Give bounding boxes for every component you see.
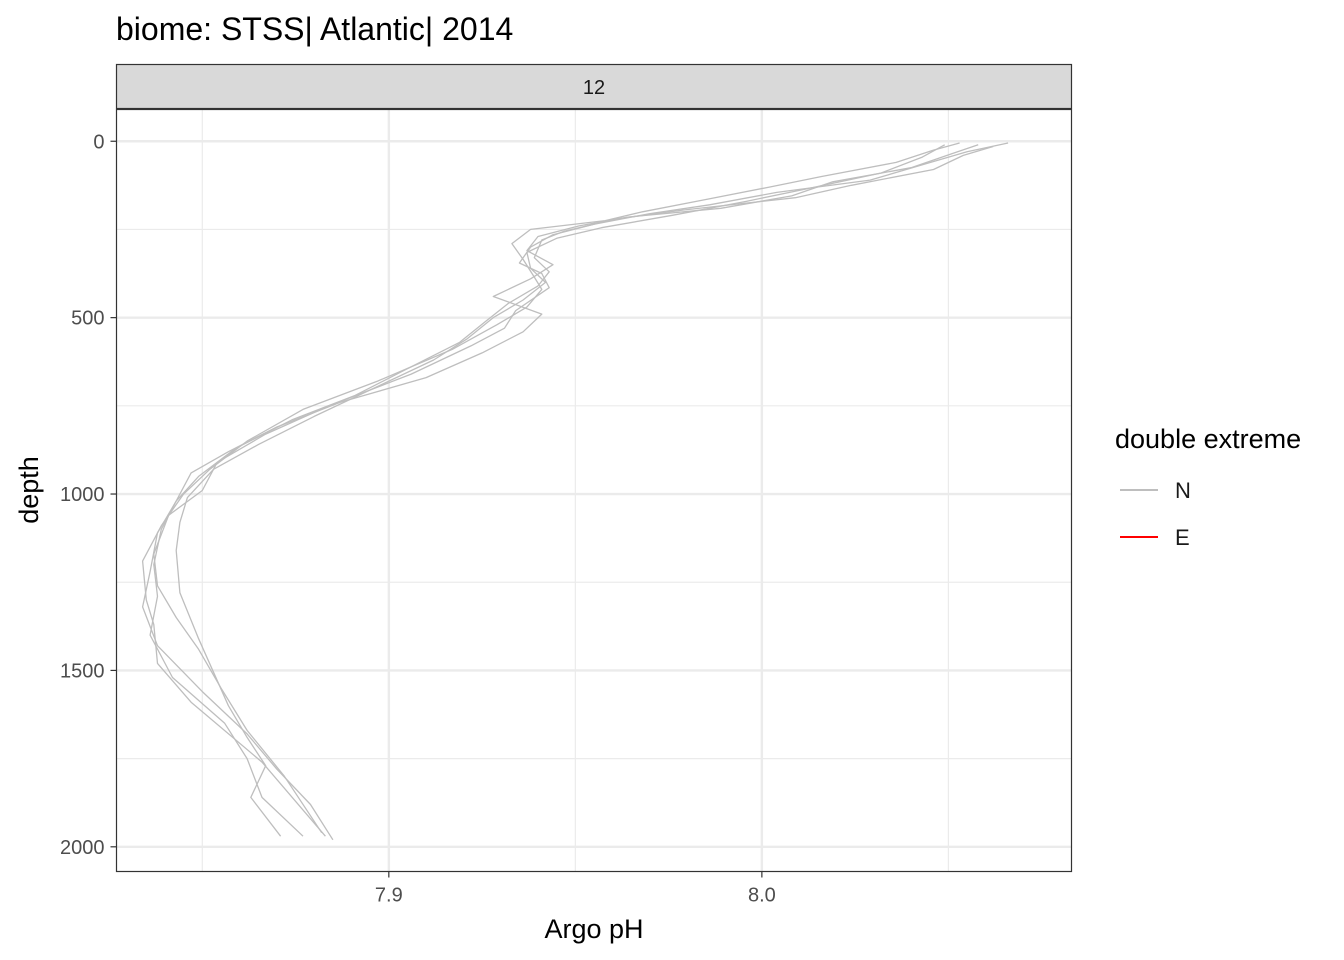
series-line-profile-3: [141, 145, 994, 841]
series-line-profile-2: [149, 144, 979, 837]
grid-minor: [116, 109, 1072, 872]
y-tick-label: 1500: [60, 660, 105, 682]
series-layer: [141, 142, 1009, 841]
chart-title: biome: STSS| Atlantic| 2014: [116, 11, 513, 47]
y-axis: 0 500 1000 1500 2000: [60, 131, 117, 859]
facet-strip: [115, 63, 1073, 110]
y-axis-title: depth: [14, 456, 44, 524]
y-tick-label: 0: [93, 131, 104, 153]
grid-major: [116, 109, 1072, 872]
plot-panel-border: [115, 108, 1073, 873]
y-tick-label: 2000: [60, 837, 105, 859]
plot-panel-background: [116, 109, 1072, 872]
legend-title: double extreme: [1115, 424, 1301, 454]
y-tick-label: 1000: [60, 484, 105, 506]
x-tick-label: 7.9: [375, 885, 403, 907]
y-tick-label: 500: [71, 308, 104, 330]
series-line-profile-4: [153, 142, 1009, 834]
series-line-profile-1: [141, 142, 960, 837]
series-line-profile-5: [175, 144, 946, 837]
legend-label-e: E: [1175, 525, 1190, 550]
legend: double extreme N E: [1115, 424, 1301, 550]
x-axis-title: Argo pH: [544, 914, 643, 944]
legend-label-n: N: [1175, 478, 1191, 503]
facet-label: 12: [583, 77, 605, 99]
x-tick-label: 8.0: [748, 885, 776, 907]
x-axis: 7.9 8.0: [375, 871, 776, 907]
